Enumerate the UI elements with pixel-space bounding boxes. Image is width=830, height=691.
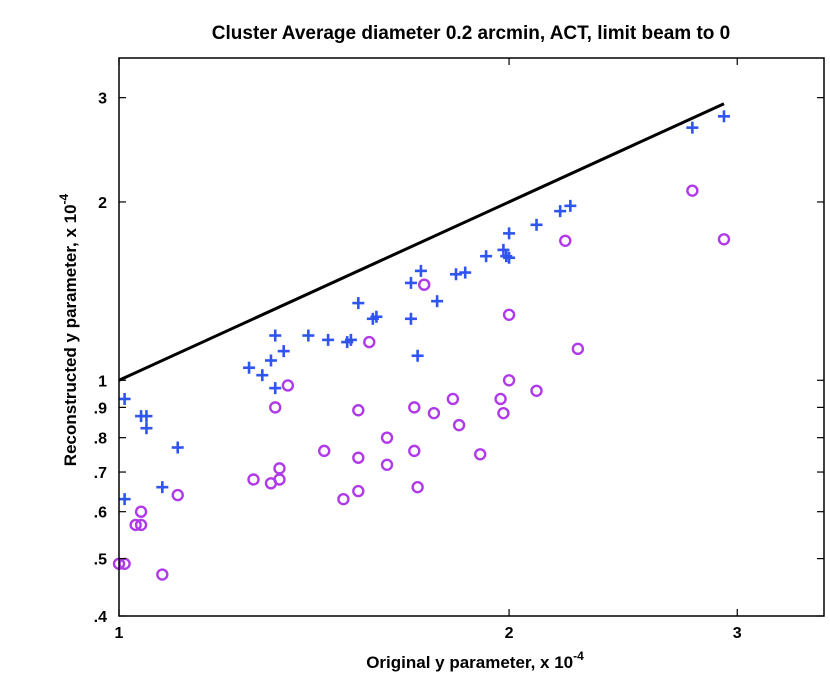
plus-marker: [503, 251, 516, 264]
circle-marker: [337, 492, 350, 506]
circle-marker: [559, 234, 572, 247]
circle-marker: [411, 480, 424, 494]
y-tick-label: 3: [98, 91, 107, 108]
y-axis-label-exponent: -4: [57, 193, 71, 204]
plus-marker: [404, 276, 417, 289]
circle-marker: [408, 401, 421, 414]
plus-marker: [530, 218, 543, 231]
plus-marker: [449, 268, 462, 281]
y-tick-label: .5: [94, 552, 107, 569]
plus-marker: [370, 310, 383, 323]
circle-marker: [269, 401, 282, 414]
circle-marker: [273, 462, 286, 475]
plus-marker: [503, 227, 516, 240]
circle-marker: [474, 448, 487, 461]
x-axis-label-text: Original y parameter, x 10: [366, 653, 573, 672]
y-tick-label: .8: [94, 431, 107, 448]
plus-marker: [277, 345, 290, 358]
plus-marker: [118, 392, 131, 405]
plus-marker: [264, 354, 277, 367]
circle-marker: [380, 458, 394, 471]
x-tick-label: 3: [733, 625, 742, 642]
circle-marker: [530, 384, 543, 397]
circle-marker: [502, 374, 516, 387]
plus-marker: [118, 493, 131, 506]
circle-marker: [156, 568, 169, 581]
plus-marker: [480, 250, 493, 263]
plus-marker: [171, 441, 184, 454]
plot-area: [112, 102, 731, 581]
plus-marker: [352, 297, 365, 310]
plus-marker: [404, 312, 417, 325]
plus-marker: [554, 205, 567, 218]
circle-marker: [427, 406, 441, 420]
circle-marker: [408, 444, 421, 458]
plus-marker: [459, 266, 472, 279]
plus-marker: [140, 422, 153, 435]
circle-marker: [363, 335, 376, 349]
x-axis-label: Original y parameter, x 10-4: [366, 649, 584, 672]
plus-marker: [344, 333, 357, 346]
circle-marker: [171, 488, 184, 502]
y-tick-label: .4: [94, 609, 107, 626]
circle-marker: [352, 484, 365, 498]
x-axis-ticks: 1 2 3: [115, 58, 742, 642]
circle-marker: [281, 379, 295, 392]
plus-marker: [256, 369, 269, 382]
y-tick-label: 2: [98, 195, 107, 212]
circle-marker: [446, 392, 460, 406]
circle-marker: [129, 518, 142, 532]
circle-marker: [417, 278, 431, 291]
circle-marker: [318, 444, 331, 458]
y-tick-label: .7: [94, 465, 107, 482]
plot-frame: [118, 57, 825, 617]
plus-marker: [497, 243, 510, 256]
circle-marker: [247, 473, 260, 486]
plus-marker: [243, 361, 256, 374]
x-axis-label-exponent: -4: [573, 649, 584, 663]
plus-marker: [414, 264, 427, 277]
circle-marker: [452, 418, 466, 432]
plus-marker: [302, 329, 315, 342]
y-axis-label-text: Reconstructed y parameter, x 10: [61, 204, 80, 466]
plus-marker: [322, 333, 335, 346]
reference-line: [118, 102, 725, 382]
plus-marker: [431, 295, 444, 308]
plus-marker: [686, 121, 699, 134]
plus-marker: [269, 382, 282, 395]
circle-marker: [686, 184, 699, 197]
x-tick-label: 2: [505, 625, 514, 642]
plus-marker: [411, 349, 424, 362]
plus-marker: [717, 110, 730, 123]
y-tick-label: .9: [94, 400, 107, 417]
y-tick-label: .6: [94, 505, 107, 522]
plus-marker: [269, 329, 282, 342]
chart-title: Cluster Average diameter 0.2 arcmin, ACT…: [212, 23, 730, 44]
circle-marker: [352, 404, 365, 417]
circle-marker: [717, 233, 731, 246]
y-axis-label: Reconstructed y parameter, x 10-4: [57, 193, 80, 466]
circle-marker: [502, 308, 516, 321]
circle-marker: [497, 406, 510, 420]
y-axis-ticks: .4 .5 .6 .7 .8 .9 1 2 3: [94, 91, 824, 626]
circle-marker: [352, 451, 365, 464]
plus-marker: [140, 410, 153, 423]
y-tick-label: 1: [98, 373, 107, 390]
plus-marker: [564, 199, 577, 212]
x-tick-label: 1: [115, 625, 124, 642]
plus-marker: [156, 481, 169, 494]
circle-marker: [380, 431, 394, 444]
circle-marker: [571, 342, 585, 356]
circle-marker: [494, 392, 507, 406]
circle-marker: [134, 505, 148, 518]
circle-marker: [134, 518, 148, 532]
